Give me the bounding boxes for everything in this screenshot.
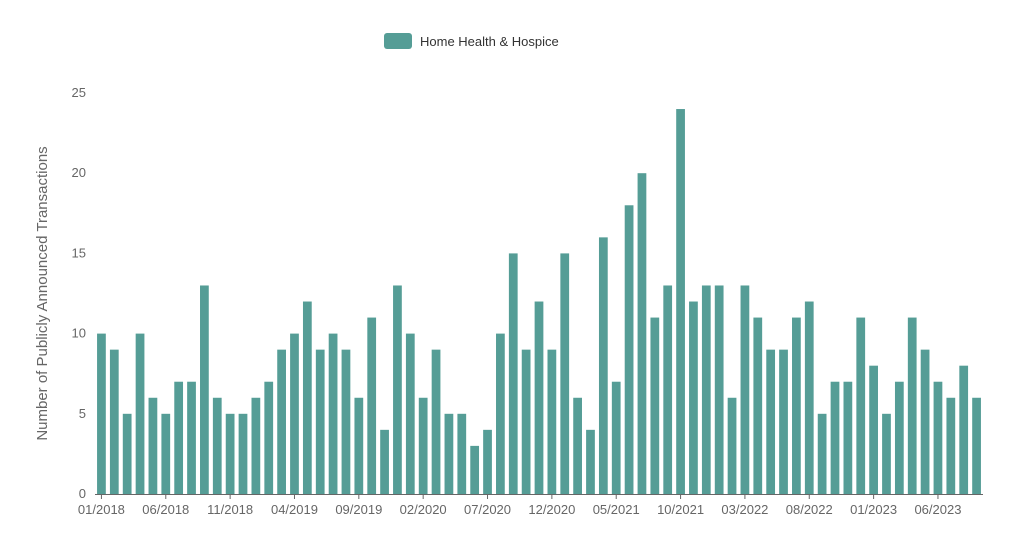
x-tick-label: 11/2018 — [207, 502, 253, 517]
bar — [135, 333, 145, 494]
x-tick-label: 01/2023 — [850, 502, 897, 517]
bar — [856, 317, 866, 494]
bar — [779, 349, 788, 494]
bar — [148, 397, 158, 494]
bar — [766, 349, 776, 494]
bar — [161, 413, 171, 494]
bar — [907, 317, 917, 494]
bar — [341, 349, 351, 494]
bar — [933, 381, 943, 494]
bar — [418, 397, 428, 494]
bar — [315, 349, 325, 494]
y-tick-label: 15 — [72, 245, 86, 260]
y-tick-label: 20 — [72, 165, 86, 180]
bar — [804, 301, 814, 494]
x-tick-label: 02/2020 — [400, 502, 447, 517]
bar — [753, 317, 763, 494]
bar — [367, 317, 377, 494]
bar — [496, 333, 505, 494]
x-tick-label: 10/2021 — [657, 502, 704, 517]
bar — [920, 349, 930, 494]
bar — [560, 253, 570, 494]
bar — [200, 285, 209, 494]
bar — [689, 301, 698, 494]
bar — [277, 349, 286, 494]
bar — [547, 349, 557, 494]
bar — [302, 301, 312, 494]
bar — [830, 381, 840, 494]
bar — [637, 173, 647, 494]
bar — [212, 397, 222, 494]
x-tick-label: 08/2022 — [786, 502, 833, 517]
legend-label: Home Health & Hospice — [420, 33, 559, 49]
bar — [869, 365, 878, 494]
y-tick-label: 5 — [79, 406, 86, 421]
bar — [483, 429, 492, 494]
bar — [714, 285, 724, 494]
bar — [264, 381, 274, 494]
bar — [946, 397, 956, 494]
x-tick-label: 04/2019 — [271, 502, 318, 517]
bar — [97, 333, 106, 494]
y-axis-title: Number of Publicly Announced Transaction… — [34, 146, 51, 440]
bar — [573, 397, 582, 494]
legend-swatch — [384, 33, 412, 49]
x-tick-label: 06/2018 — [142, 502, 189, 517]
bar — [431, 349, 441, 494]
y-tick-label: 0 — [79, 486, 86, 501]
bar — [792, 317, 801, 494]
x-tick-label: 06/2023 — [914, 502, 961, 517]
bar — [843, 381, 853, 494]
bar — [290, 333, 299, 494]
x-tick-label: 12/2020 — [528, 502, 575, 517]
bar — [122, 413, 132, 494]
bar — [972, 397, 981, 494]
x-tick-label: 09/2019 — [335, 502, 382, 517]
bar — [727, 397, 737, 494]
bar — [624, 205, 634, 494]
bar — [187, 381, 196, 494]
bar — [251, 397, 261, 494]
bar — [959, 365, 969, 494]
bar — [894, 381, 904, 494]
bar — [174, 381, 184, 494]
bar — [238, 413, 248, 494]
bar — [508, 253, 518, 494]
y-tick-label: 25 — [72, 85, 86, 100]
bar — [457, 413, 467, 494]
bar — [225, 413, 235, 494]
bar — [328, 333, 338, 494]
bar — [650, 317, 660, 494]
bar — [598, 237, 608, 495]
legend[interactable]: Home Health & Hospice — [384, 32, 559, 50]
bar — [701, 285, 711, 494]
x-tick-label: 03/2022 — [721, 502, 768, 517]
bar — [444, 413, 454, 494]
bar — [611, 381, 621, 494]
bar — [109, 349, 119, 494]
x-tick-label: 01/2018 — [78, 502, 125, 517]
bar — [354, 397, 364, 494]
bar — [663, 285, 673, 494]
bar — [405, 333, 415, 494]
bar — [393, 285, 402, 494]
bar — [882, 413, 891, 494]
bar — [470, 445, 480, 494]
x-tick-label: 07/2020 — [464, 502, 511, 517]
bar — [676, 109, 685, 494]
bar — [817, 413, 827, 494]
bar — [380, 429, 389, 494]
bar — [586, 429, 595, 494]
x-tick-label: 05/2021 — [593, 502, 640, 517]
bar — [521, 349, 531, 494]
bar — [534, 301, 544, 494]
bar — [740, 285, 750, 494]
y-tick-label: 10 — [72, 326, 86, 341]
